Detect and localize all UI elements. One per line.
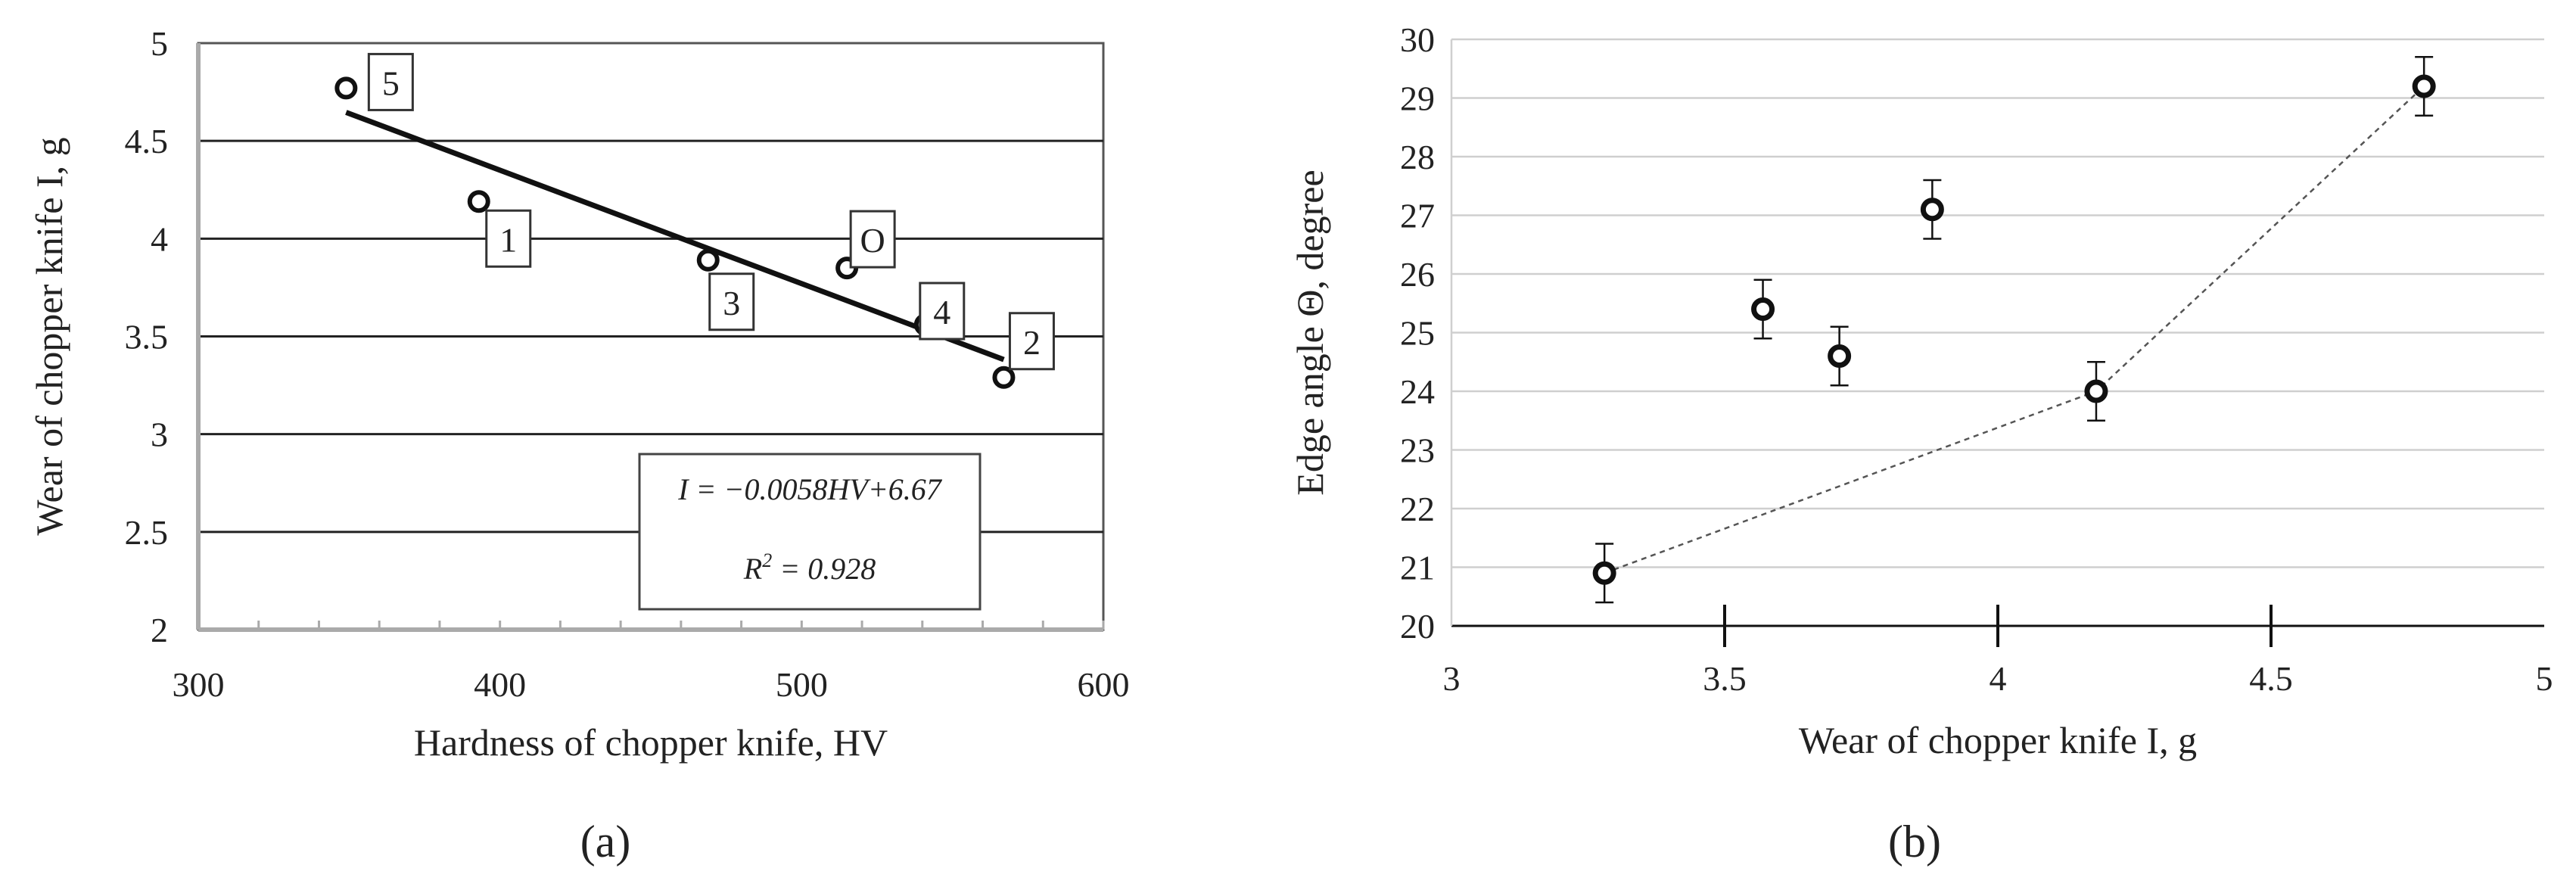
chart-a-x-axis-title: Hardness of chopper knife, HV	[414, 721, 888, 764]
chart-a: 2 2.5 3 3.5 4 4.5 5 300 400 500 600 5 1 3 O 4 2 I = −0…	[28, 24, 1130, 867]
x-tick-label: 500	[776, 665, 828, 704]
chart-b-y-ticks: 20 21 22 23 24 25 26 27 28 29 30	[1400, 20, 1435, 646]
y-tick-label: 30	[1400, 20, 1435, 59]
chart-b-axes	[1450, 39, 2544, 647]
y-tick-label: 25	[1400, 314, 1435, 353]
data-point	[334, 76, 358, 100]
point-label: O	[860, 221, 885, 260]
x-tick-label: 5	[2536, 659, 2553, 698]
point-label: 1	[499, 220, 517, 259]
chart-b-points	[1592, 56, 2436, 604]
r2-superscript: 2	[762, 549, 772, 571]
equation-box	[638, 453, 982, 611]
point-label-box	[708, 272, 755, 331]
trendline	[345, 110, 1005, 363]
x-tick-label: 4.5	[2249, 659, 2293, 698]
chart-b-gridlines	[1451, 38, 2544, 627]
point-label: 3	[723, 284, 740, 322]
x-tick-label: 300	[173, 665, 225, 704]
y-tick-label: 27	[1400, 197, 1435, 235]
point-label-box	[1008, 312, 1055, 371]
y-tick-label: 3.5	[125, 318, 169, 356]
data-point	[696, 248, 720, 272]
data-point	[1592, 561, 1616, 585]
point-label: 2	[1023, 323, 1041, 362]
chart-a-y-ticks: 2 2.5 3 3.5 4 4.5 5	[125, 24, 169, 649]
chart-b-x-ticks: 3 3.5 4 4.5 5	[1443, 659, 2553, 698]
y-tick-label: 23	[1400, 431, 1435, 470]
point-label-box	[367, 52, 414, 111]
point-label: 4	[933, 293, 950, 331]
data-point	[467, 190, 490, 213]
y-tick-label: 24	[1400, 372, 1435, 411]
chart-a-points: 5 1 3 O 4 2	[334, 52, 1055, 389]
x-tick-label: 3.5	[1703, 659, 1747, 698]
panel-label-b: (b)	[1888, 817, 1941, 867]
y-tick-label: 2.5	[125, 513, 169, 552]
y-tick-label: 3	[151, 415, 168, 454]
x-tick-label: 3	[1443, 659, 1461, 698]
trend-equation: I = −0.0058HV+6.67	[677, 472, 943, 506]
y-tick-label: 5	[151, 24, 168, 63]
chart-a-y-axis-title: Wear of chopper knife I, g	[28, 137, 70, 535]
chart-a-x-ticks: 300 400 500 600	[173, 665, 1130, 704]
r2-value: = 0.928	[772, 552, 876, 586]
r2-prefix: R	[743, 552, 762, 586]
point-label-box	[919, 282, 966, 341]
chart-b-x-axis-title: Wear of chopper knife I, g	[1799, 719, 2197, 761]
x-tick-label: 400	[474, 665, 526, 704]
panel-label-a: (a)	[580, 817, 631, 867]
x-tick-label: 4	[1990, 659, 2007, 698]
y-tick-label: 26	[1400, 255, 1435, 294]
chart-b-y-axis-title: Edge angle Θ, degree	[1289, 170, 1331, 495]
data-point	[1828, 344, 1852, 368]
y-tick-label: 2	[151, 611, 168, 649]
y-tick-label: 4	[151, 219, 168, 258]
r-squared-text: R2 = 0.928	[743, 549, 876, 586]
y-tick-label: 28	[1400, 138, 1435, 176]
y-tick-label: 20	[1400, 607, 1435, 646]
data-point	[2412, 74, 2436, 98]
point-label-box	[849, 210, 896, 269]
data-point	[2084, 379, 2108, 403]
point-label: 5	[382, 64, 400, 102]
chart-a-axes	[196, 43, 1105, 632]
y-tick-label: 29	[1400, 79, 1435, 118]
chart-b: 20 21 22 23 24 25 26 27 28 29 30 3 3.5 4 4.5 5 Wear of…	[1289, 20, 2553, 867]
data-point	[1751, 297, 1775, 321]
chart-a-equation-box: I = −0.0058HV+6.67 R2 = 0.928	[638, 453, 982, 611]
chart-a-trendline	[345, 110, 1005, 363]
point-label-box	[485, 209, 532, 268]
y-tick-label: 21	[1400, 549, 1435, 587]
y-tick-label: 22	[1400, 490, 1435, 528]
data-point	[992, 366, 1016, 389]
y-tick-label: 4.5	[125, 122, 169, 160]
data-point	[1920, 198, 1944, 222]
x-tick-label: 600	[1078, 665, 1130, 704]
